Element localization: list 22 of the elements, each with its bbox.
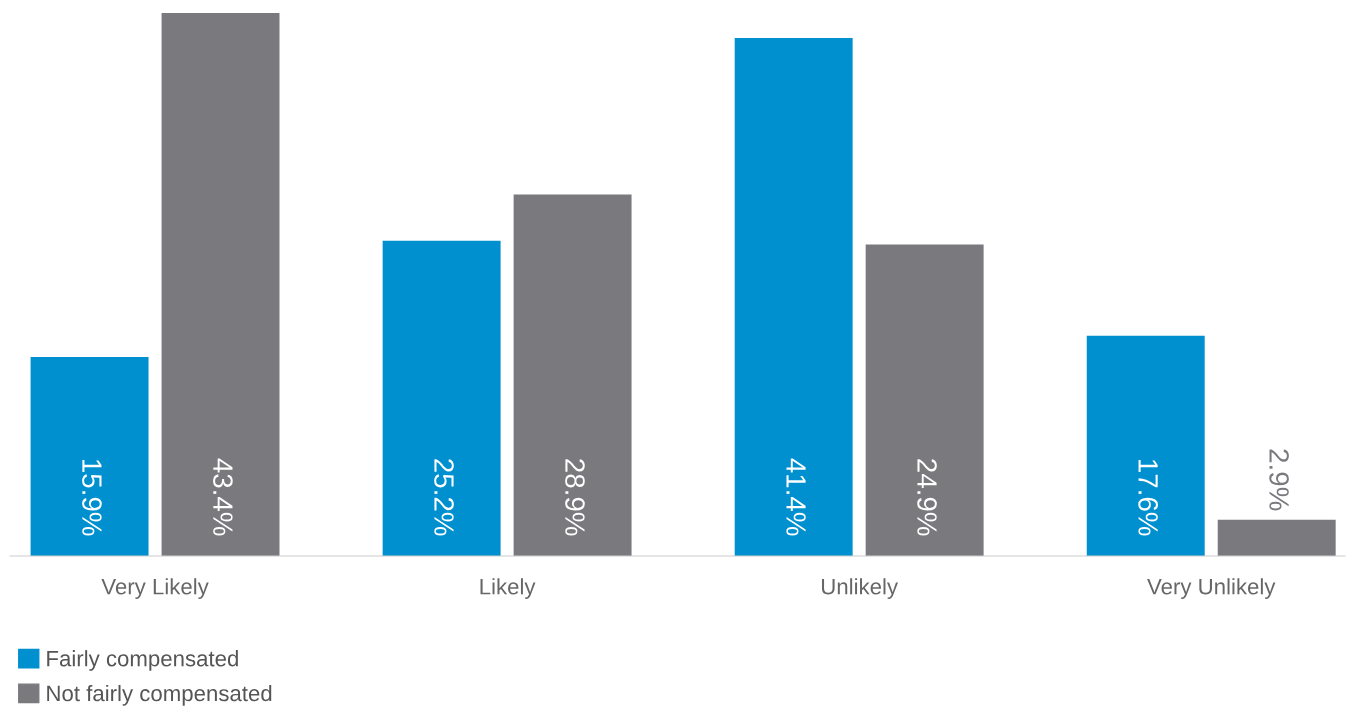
bar: [1086, 335, 1205, 556]
data-label: 17.6%: [1138, 459, 1158, 536]
data-label: 41.4%: [786, 458, 806, 536]
data-label: 24.9%: [917, 459, 937, 536]
bar: [1217, 519, 1336, 556]
bar: [734, 38, 853, 556]
bar: [30, 357, 149, 556]
data-label: 15.9%: [82, 459, 102, 536]
x-tick-label: Very Likely: [101, 578, 209, 599]
data-label: 43.4%: [213, 458, 233, 536]
bar: [513, 194, 632, 556]
x-tick-label: Very Unlikely: [1147, 578, 1276, 599]
legend-label: Fairly compensated: [47, 650, 238, 671]
data-label: 28.9%: [565, 459, 585, 536]
legend-label: Not fairly compensated: [47, 684, 272, 706]
x-tick-label: Unlikely: [821, 578, 899, 599]
bar: [161, 13, 280, 556]
x-tick-label: Likely: [480, 578, 536, 599]
bar: [382, 240, 501, 556]
data-label: 25.2%: [434, 459, 454, 536]
data-label: 2.9%: [1269, 449, 1289, 511]
bar: [865, 244, 984, 556]
